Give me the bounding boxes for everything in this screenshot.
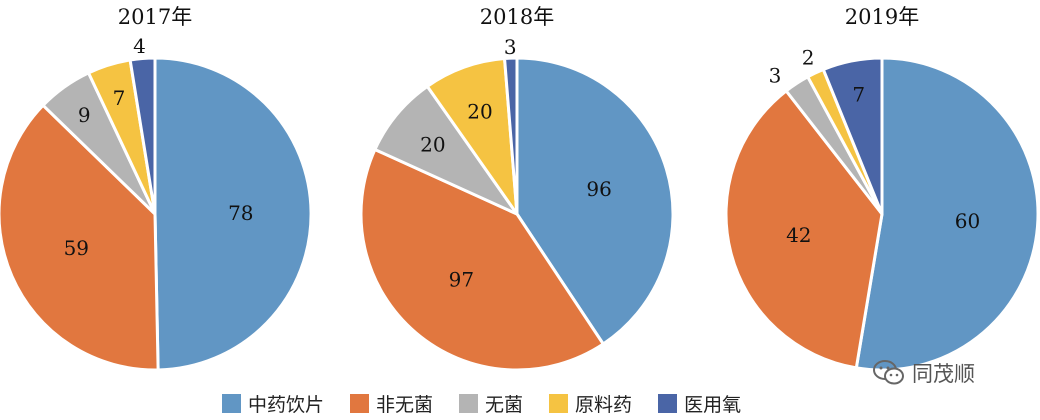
legend-swatch: [350, 393, 370, 413]
pie-slice: [0, 103, 160, 372]
pie-slice: [128, 56, 157, 216]
legend-swatch: [658, 393, 678, 413]
pie-chart: 2018年 96 97 20 20 3: [359, 5, 675, 372]
legend-label: 中药饮片: [248, 393, 325, 416]
wechat-icon: [873, 360, 904, 385]
chart-title: 2019年: [845, 5, 919, 29]
legend-item: 非无菌: [350, 390, 433, 417]
data-label: 42: [786, 223, 811, 247]
pie-slice: [153, 56, 313, 372]
pie-chart: 2017年 78 59 97 4: [0, 5, 313, 372]
data-label: 60: [955, 209, 980, 233]
legend-label: 医用氧: [684, 393, 742, 416]
watermark-text: 同茂顺: [912, 362, 975, 386]
pie-slice: [724, 89, 884, 370]
legend-item: 医用氧: [658, 390, 741, 417]
legend-label: 非无菌: [376, 393, 434, 416]
data-label: 59: [64, 236, 89, 260]
pie-slice: [503, 56, 519, 216]
legend-label: 原料药: [575, 393, 633, 416]
legend-swatch: [549, 393, 569, 413]
legend-label: 无菌: [485, 393, 524, 416]
chart-title: 2018年: [480, 5, 554, 29]
data-label: 97: [449, 267, 474, 291]
legend: 中药饮片 非无菌 无菌 原料药 医用氧: [222, 390, 741, 416]
data-label: 20: [467, 99, 492, 123]
chart-title: 2017年: [118, 5, 192, 29]
legend-swatch: [222, 393, 241, 413]
data-label: 3: [769, 64, 782, 88]
data-label: 9: [78, 103, 91, 127]
data-label: 20: [420, 132, 445, 156]
data-label: 3: [504, 35, 517, 59]
pie-slice: [359, 148, 605, 372]
legend-item: 无菌: [459, 390, 523, 417]
pie-chart: 2019年 60 42 32 7: [724, 5, 1040, 372]
data-label: 7: [852, 83, 865, 107]
data-label: 78: [228, 201, 253, 225]
data-label: 2: [802, 46, 815, 70]
data-label: 96: [586, 177, 611, 201]
pie-slice: [821, 56, 884, 216]
legend-swatch: [459, 393, 479, 413]
watermark: 同茂顺: [872, 358, 975, 388]
legend-item: 原料药: [549, 390, 632, 417]
pie-slice: [854, 56, 1040, 372]
data-label: 7: [113, 86, 126, 110]
data-label: 4: [133, 34, 146, 58]
legend-item: 中药饮片: [222, 390, 324, 417]
